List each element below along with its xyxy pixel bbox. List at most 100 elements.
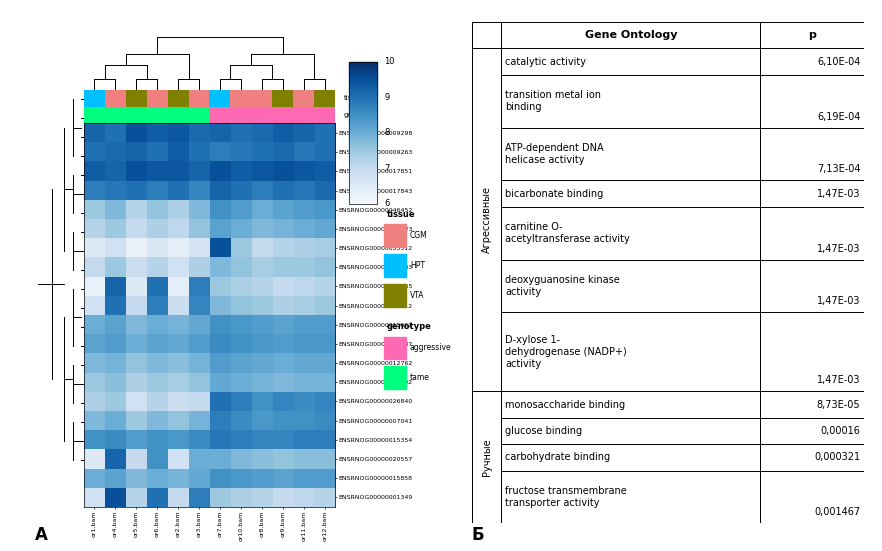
Bar [760,180,864,207]
Bar [349,62,377,63]
Bar [126,90,146,107]
Text: genotype: genotype [344,112,377,118]
Text: HPT: HPT [410,261,425,270]
Bar [168,107,189,123]
Text: 0,000321: 0,000321 [814,452,861,462]
Text: 6: 6 [384,199,389,208]
Bar [760,260,864,312]
Bar [349,114,377,116]
Bar [84,90,105,107]
Bar [349,134,377,136]
Bar [210,90,230,107]
Bar [349,177,377,178]
Bar [349,86,377,87]
Bar [349,137,377,138]
Bar [293,107,314,123]
Bar [760,392,864,418]
Text: 1,47E-03: 1,47E-03 [817,244,861,253]
Bar [349,83,377,84]
Bar [230,90,251,107]
Bar [105,107,126,123]
Text: 6,19E-04: 6,19E-04 [817,112,861,122]
Text: 8,73E-05: 8,73E-05 [817,399,861,410]
Bar [349,194,377,195]
Bar [349,76,377,77]
Bar [349,82,377,83]
Bar [349,202,377,204]
Text: A: A [35,526,49,544]
Text: Ручные: Ручные [482,439,491,476]
Bar [472,392,501,523]
Text: 7: 7 [384,164,389,173]
Bar [349,111,377,113]
Text: 1,47E-03: 1,47E-03 [817,296,861,306]
Bar [760,75,864,128]
Text: Агрессивные: Агрессивные [482,186,491,253]
Bar [384,224,407,247]
Text: tame: tame [410,373,430,382]
Text: glucose binding: glucose binding [505,426,582,436]
Bar [349,157,377,158]
Bar [314,107,335,123]
Bar [349,117,377,118]
Bar [349,66,377,67]
Bar [251,107,273,123]
Bar [760,128,864,180]
Bar [501,22,760,48]
Text: 7,13E-04: 7,13E-04 [817,164,861,174]
Bar [349,121,377,123]
Bar [349,190,377,191]
Bar [501,444,760,471]
Bar [501,312,760,392]
Text: bicarbonate binding: bicarbonate binding [505,188,603,198]
Bar [384,254,407,277]
Bar [384,366,407,389]
Text: fructose transmembrane
transporter activity: fructose transmembrane transporter activ… [505,487,627,508]
Bar [314,90,335,107]
Text: Gene Ontology: Gene Ontology [585,30,677,40]
Bar [349,192,377,194]
Bar [349,158,377,160]
Text: VTA: VTA [410,291,424,300]
Text: CGM: CGM [410,231,428,240]
Bar [349,144,377,145]
Bar [349,171,377,172]
Bar [349,180,377,181]
Text: carnitine O-
acetyltransferase activity: carnitine O- acetyltransferase activity [505,223,630,244]
Bar [760,312,864,392]
Bar [349,128,377,130]
Bar [349,178,377,180]
Bar [349,116,377,117]
Bar [349,168,377,170]
Bar [251,90,273,107]
Bar [349,103,377,104]
Bar [349,69,377,70]
Text: aggressive: aggressive [410,343,452,352]
Bar [349,99,377,100]
Bar [349,172,377,174]
Bar [349,143,377,144]
Bar [349,110,377,111]
Bar [349,104,377,106]
Text: 1,47E-03: 1,47E-03 [817,188,861,198]
Bar [349,79,377,80]
Bar [230,107,251,123]
Bar [349,72,377,73]
Bar [760,471,864,523]
Text: tissue: tissue [386,210,415,219]
Bar [349,131,377,133]
Bar [349,195,377,197]
Bar [105,90,126,107]
Bar [501,48,760,75]
Bar [760,48,864,75]
Text: 0,00016: 0,00016 [820,426,861,436]
Bar [349,107,377,109]
Text: transition metal ion
binding: transition metal ion binding [505,90,602,112]
Bar [349,136,377,137]
Bar [273,107,293,123]
Bar [384,337,407,359]
Bar [349,70,377,72]
Text: 10: 10 [384,57,394,66]
Bar [349,77,377,79]
Text: monosaccharide binding: monosaccharide binding [505,399,625,410]
